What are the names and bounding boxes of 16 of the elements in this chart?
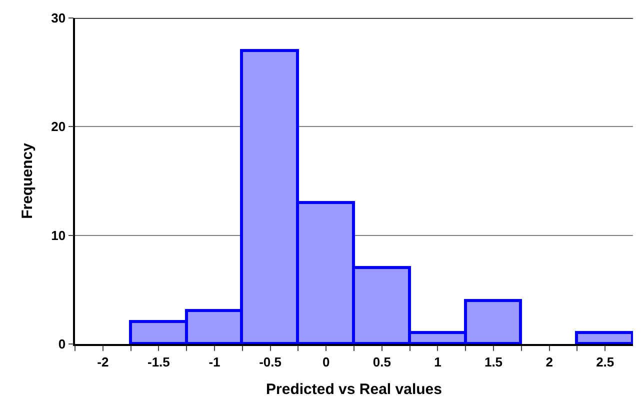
y-tick-label: 10 xyxy=(51,228,66,243)
y-tick-label: 30 xyxy=(51,10,66,26)
x-axis-title: Predicted vs Real values xyxy=(266,380,442,398)
x-tick-label: -2 xyxy=(97,354,109,370)
x-tick-label: 1.5 xyxy=(484,354,503,370)
x-tick-label: -1.5 xyxy=(147,354,170,370)
x-tick-label: 1 xyxy=(434,354,442,370)
x-tick-label: 2 xyxy=(546,354,553,370)
x-tick-label: 0 xyxy=(322,354,330,370)
y-tick-label: 0 xyxy=(58,336,66,352)
x-tick-label: 2.5 xyxy=(596,354,614,370)
x-tick-label: -1 xyxy=(208,354,220,370)
x-tick-label: -0.5 xyxy=(259,354,282,370)
x-tick-label: 0.5 xyxy=(372,354,391,370)
y-axis-title: Frequency xyxy=(18,142,36,219)
y-tick-label: 20 xyxy=(51,119,66,134)
